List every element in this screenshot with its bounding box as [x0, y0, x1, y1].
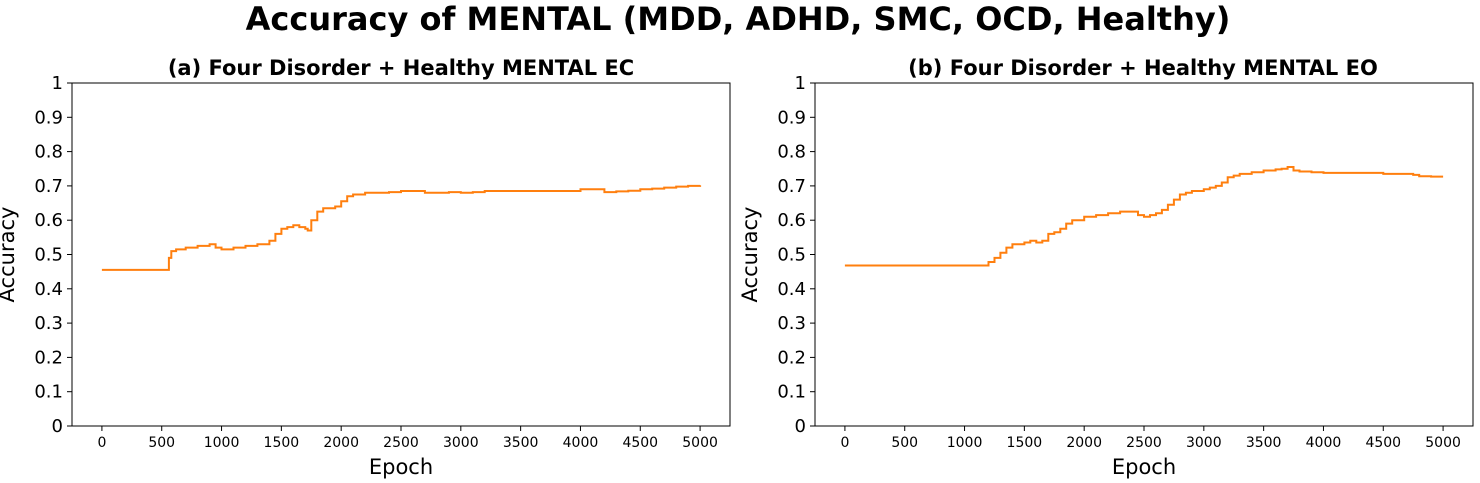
y-tick-label: 0.1 [777, 382, 806, 403]
y-tick-label: 0.4 [777, 279, 806, 300]
chart-title: (a) Four Disorder + Healthy MENTAL EC [168, 56, 634, 80]
y-tick-label: 0.2 [34, 347, 63, 368]
x-tick-label: 4000 [1306, 435, 1342, 451]
x-tick-label: 2500 [383, 435, 419, 451]
series-line [844, 166, 1444, 267]
y-tick-label: 1 [795, 73, 806, 94]
x-tick-label: 1000 [947, 435, 983, 451]
y-tick-label: 0.9 [777, 107, 806, 128]
y-tick-label: 0.3 [34, 313, 63, 334]
x-tick-label: 4500 [622, 435, 658, 451]
x-tick-label: 0 [840, 435, 849, 451]
x-tick-label: 3000 [1186, 435, 1222, 451]
y-axis-label: Accuracy [738, 207, 762, 303]
y-tick-label: 0 [795, 416, 806, 437]
x-tick-label: 5000 [1425, 435, 1461, 451]
x-tick-label: 3500 [1246, 435, 1282, 451]
y-axis-label: Accuracy [0, 207, 19, 303]
y-tick-label: 0.7 [34, 176, 63, 197]
x-axis-label: Epoch [369, 455, 433, 479]
y-tick-label: 0.8 [34, 142, 63, 163]
series-line [101, 184, 702, 271]
y-tick-label: 0.9 [34, 107, 63, 128]
y-tick-label: 0.2 [777, 347, 806, 368]
chart-panel-a: (a) Four Disorder + Healthy MENTAL EC 0 0.… [0, 56, 731, 479]
x-tick-label: 1500 [1007, 435, 1043, 451]
y-tick-label: 0.1 [34, 382, 63, 403]
y-tick-label: 0.6 [777, 210, 806, 231]
x-tick-label: 2500 [1126, 435, 1162, 451]
x-tick-label: 500 [148, 435, 175, 451]
y-tick-label: 0 [52, 416, 63, 437]
y-tick-label: 0.5 [34, 245, 63, 266]
y-tick-label: 0.8 [777, 142, 806, 163]
chart-title: (b) Four Disorder + Healthy MENTAL EO [908, 56, 1378, 80]
figure-title: Accuracy of MENTAL (MDD, ADHD, SMC, OCD,… [246, 0, 1231, 38]
x-tick-label: 1000 [204, 435, 240, 451]
x-tick-label: 2000 [323, 435, 359, 451]
y-tick-label: 0.5 [777, 245, 806, 266]
x-tick-label: 3000 [443, 435, 479, 451]
x-tick-label: 5000 [682, 435, 718, 451]
chart-panel-b: (b) Four Disorder + Healthy MENTAL EO 0 0.… [738, 56, 1474, 479]
y-tick-label: 0.3 [777, 313, 806, 334]
y-tick-label: 1 [52, 73, 63, 94]
x-tick-label: 4000 [563, 435, 599, 451]
x-tick-label: 1500 [264, 435, 300, 451]
x-tick-label: 2000 [1066, 435, 1102, 451]
y-tick-label: 0.6 [34, 210, 63, 231]
x-tick-label: 3500 [503, 435, 539, 451]
x-tick-label: 0 [97, 435, 106, 451]
x-tick-label: 4500 [1365, 435, 1401, 451]
x-tick-label: 500 [891, 435, 918, 451]
plot-area-frame [814, 82, 1474, 427]
x-axis-label: Epoch [1112, 455, 1176, 479]
y-tick-label: 0.4 [34, 279, 63, 300]
y-tick-label: 0.7 [777, 176, 806, 197]
